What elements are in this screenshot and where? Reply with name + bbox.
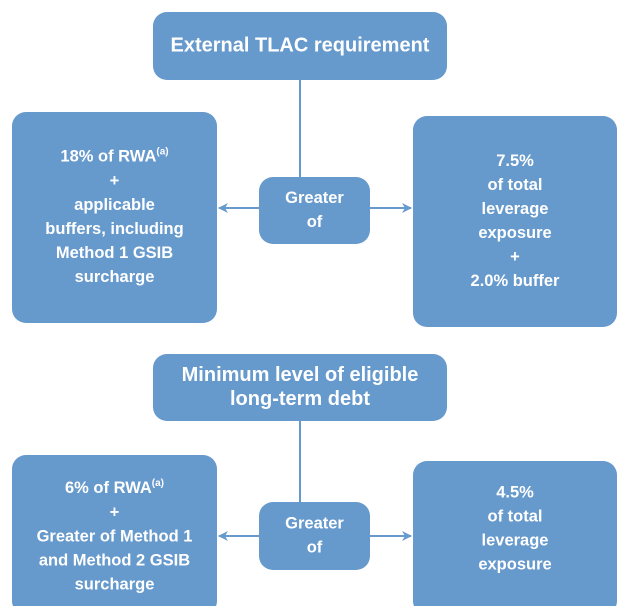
box-text: Greater of Method 1 (37, 527, 193, 545)
box-text: of total (488, 176, 543, 194)
box-text: + (110, 172, 120, 190)
box-text: Method 1 GSIB (56, 244, 173, 262)
center-box (259, 177, 370, 244)
box-text: exposure (478, 555, 551, 573)
box-text: leverage (482, 531, 549, 549)
box-text: surcharge (75, 575, 155, 593)
box-text: long-term debt (230, 388, 370, 410)
right-box (413, 461, 617, 606)
footnote-mark: (a) (152, 478, 164, 489)
left-box (12, 112, 217, 323)
box-text: 6% of RWA(a) (65, 478, 164, 498)
box-text: Greater (285, 514, 344, 532)
box-text: 18% of RWA(a) (60, 146, 168, 166)
left-box (12, 455, 217, 606)
lead-text: 6% of RWA (65, 479, 152, 497)
right-box (413, 116, 617, 327)
footnote-mark: (a) (156, 146, 168, 157)
box-text: Minimum level of eligible (182, 364, 419, 386)
box-text: and Method 2 GSIB (39, 551, 190, 569)
box-text: 2.0% buffer (471, 272, 561, 290)
lead-text: 18% of RWA (60, 148, 156, 166)
title-box (153, 12, 447, 80)
box-text: of (307, 538, 323, 556)
box-text: of (307, 213, 323, 231)
box-text: 7.5% (496, 152, 534, 170)
box-text: Greater (285, 189, 344, 207)
box-text: surcharge (75, 268, 155, 286)
box-text: applicable (74, 196, 155, 214)
center-box (259, 502, 370, 570)
box-text: 4.5% (496, 483, 534, 501)
box-text: of total (488, 507, 543, 525)
box-text: buffers, including (45, 220, 183, 238)
box-text: leverage (482, 200, 549, 218)
box-text: exposure (478, 224, 551, 242)
box-text: + (510, 248, 520, 266)
box-text: External TLAC requirement (171, 34, 430, 56)
box-text: + (110, 503, 120, 521)
title-box (153, 354, 447, 421)
